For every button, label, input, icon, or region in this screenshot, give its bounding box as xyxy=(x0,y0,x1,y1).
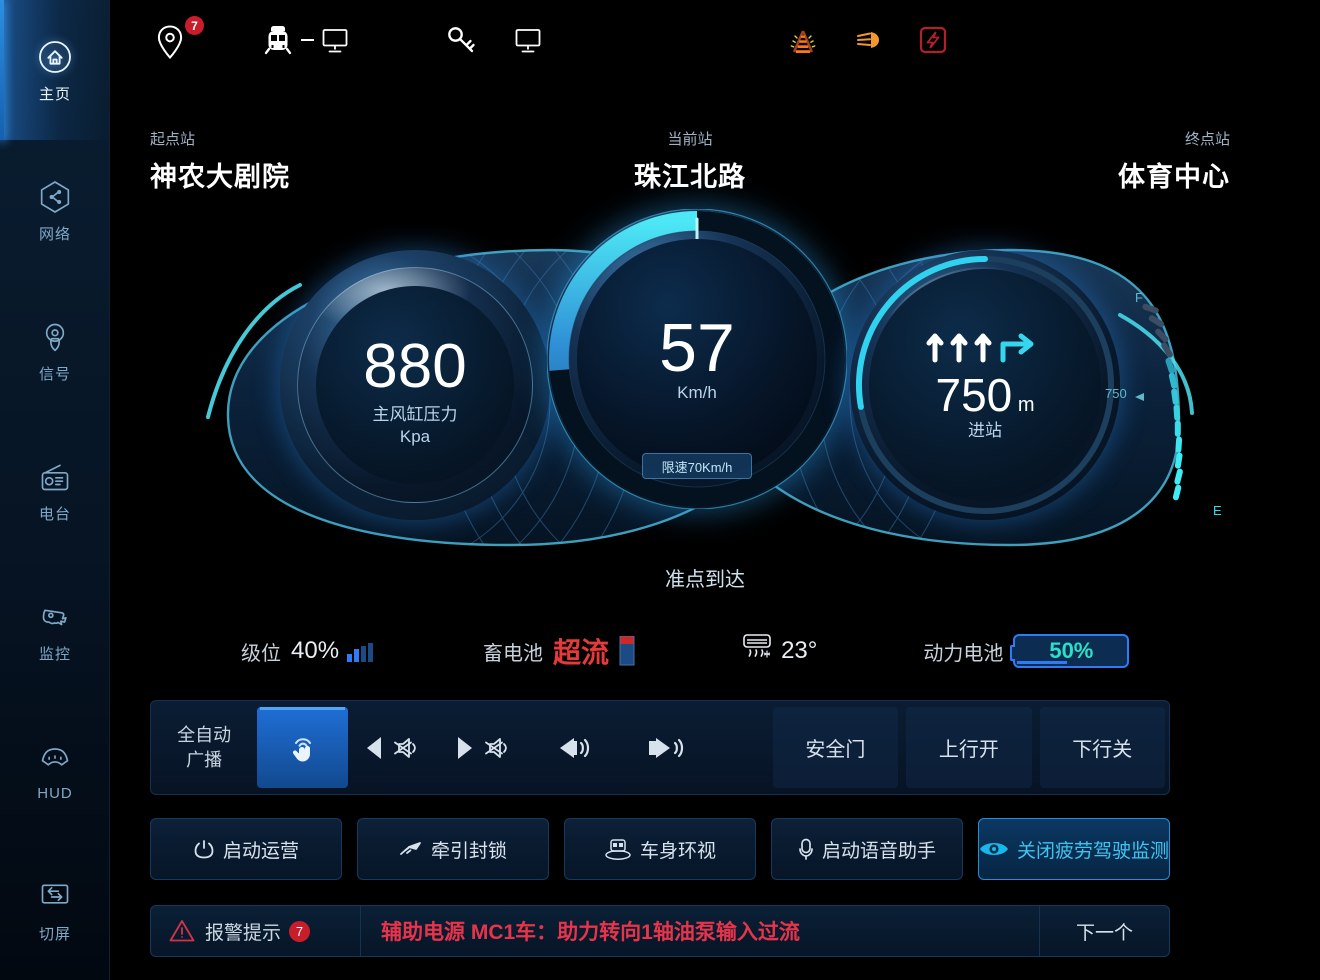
svg-text:F: F xyxy=(1135,290,1143,305)
svg-text:750: 750 xyxy=(1105,386,1127,401)
svg-text:E: E xyxy=(1213,503,1222,518)
